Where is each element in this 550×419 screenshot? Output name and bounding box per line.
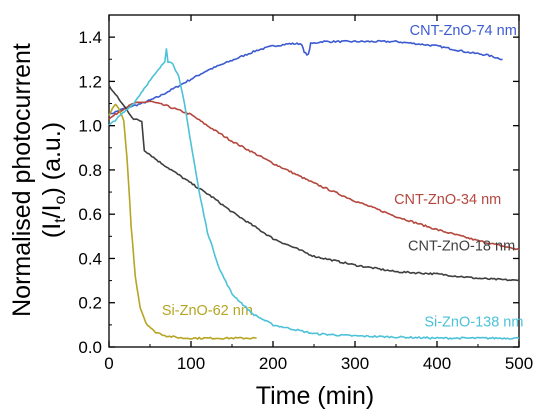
y-tick-label-6: 1.2	[78, 72, 102, 91]
series-line-3	[108, 103, 257, 340]
y-axis-units: ) (a.u.)	[38, 122, 66, 196]
y-tick-label-3: 0.6	[78, 205, 102, 224]
x-tick-label-4: 400	[423, 354, 451, 373]
series-line-1	[108, 100, 520, 251]
series-label-4: Si-ZnO-138 nm	[424, 314, 523, 330]
x-tick-label-0: 0	[104, 354, 113, 373]
y-tick-label-0: 0.0	[78, 338, 102, 357]
series-line-4	[108, 48, 520, 340]
y-tick-label-7: 1.4	[78, 28, 102, 47]
series-line-0	[108, 39, 503, 116]
series-label-0: CNT-ZnO-74 nm	[410, 23, 517, 39]
x-tick-label-1: 100	[177, 354, 205, 373]
plot-frame	[108, 14, 520, 348]
series-label-1: CNT-ZnO-34 nm	[394, 192, 501, 208]
y-axis-sub-o: o	[52, 195, 69, 204]
y-axis-title: Normalised photocurrent	[8, 43, 36, 317]
y-tick-label-1: 0.2	[78, 294, 102, 313]
series-label-3: Si-ZnO-62 nm	[162, 303, 253, 319]
y-tick-label-4: 0.8	[78, 161, 102, 180]
x-axis-title: Time (min)	[256, 382, 375, 410]
series-label-2: CNT-ZnO-18 nm	[408, 239, 515, 255]
x-tick-label-3: 300	[341, 354, 369, 373]
y-axis-slash: /I	[38, 204, 66, 218]
x-tick-label-5: 500	[505, 354, 533, 373]
y-tick-label-2: 0.4	[78, 249, 102, 268]
y-axis-sub-t: t	[52, 218, 69, 223]
y-axis-paren-open: (I	[38, 223, 66, 238]
y-tick-label-5: 1.0	[78, 117, 102, 136]
x-tick-label-2: 200	[259, 354, 287, 373]
y-axis-subtitle: (It/Io) (a.u.)	[38, 122, 69, 238]
series-line-2	[108, 84, 520, 282]
